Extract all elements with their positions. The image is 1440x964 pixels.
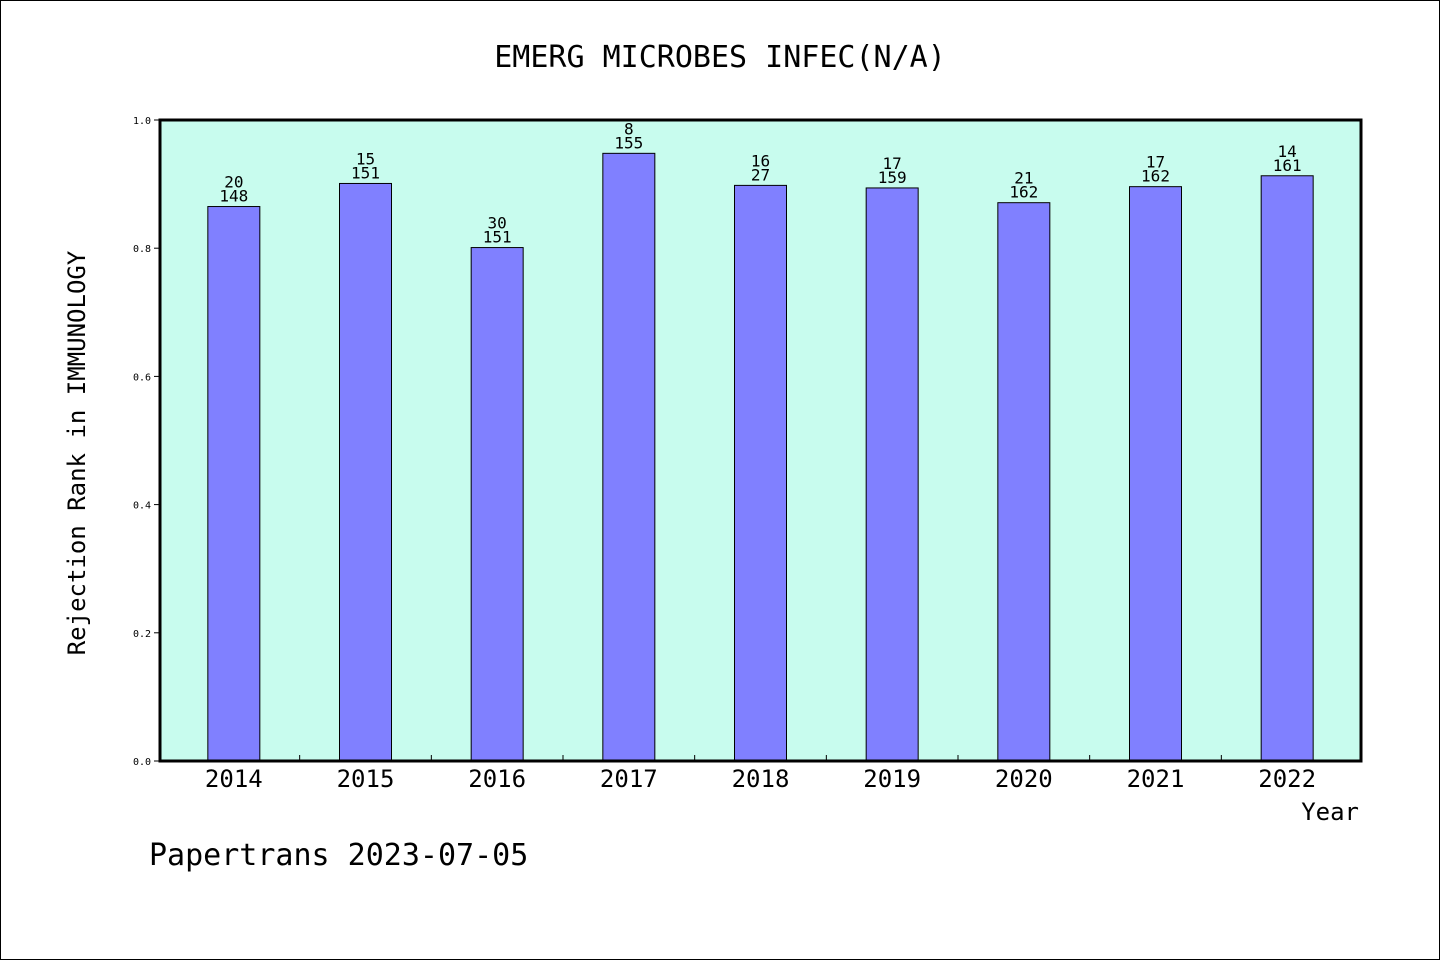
bar-label-top: 30 (488, 214, 507, 233)
bar (997, 202, 1051, 762)
x-tick-label: 2014 (205, 765, 263, 793)
y-axis: 0.0 0.2 0.4 0.6 0.8 1.0 (133, 116, 160, 768)
bar-label-bottom: 155 (614, 133, 643, 152)
bar (339, 182, 392, 762)
bar-label-top: 17 (1146, 153, 1165, 172)
plot-border (158, 118, 1363, 763)
bar (602, 152, 656, 762)
chart-title: EMERG MICROBES INFEC(N/A) (494, 40, 946, 75)
x-tick-label: 2022 (1258, 765, 1316, 793)
bar (1129, 186, 1182, 762)
x-axis: 2014 2015 2016 2017 2018 2019 2020 2021 2022 (205, 755, 1316, 793)
x-tick-label: 2018 (732, 765, 790, 793)
bar-label-bottom: 148 (219, 187, 248, 206)
x-tick-label: 2019 (863, 765, 921, 793)
bar (1260, 175, 1314, 762)
bar-label-top: 15 (356, 149, 375, 168)
bar-label-top: 21 (1014, 169, 1033, 188)
y-tick-label: 0.8 (133, 244, 151, 255)
bar-label-bottom: 162 (1141, 167, 1170, 186)
bar-label-top: 17 (883, 154, 902, 173)
bars (207, 152, 1314, 762)
x-tick-label: 2016 (468, 765, 526, 793)
bar-label-top: 20 (224, 173, 243, 192)
bar-label-top: 8 (624, 119, 634, 138)
bar-label-top: 16 (751, 151, 770, 170)
bar-label-bottom: 151 (351, 163, 380, 182)
y-tick-label: 0.6 (133, 372, 151, 383)
bar (207, 206, 261, 762)
bar-label-top: 14 (1278, 142, 1297, 161)
bar-label-bottom: 161 (1273, 156, 1302, 175)
bar (470, 247, 524, 762)
x-tick-label: 2021 (1127, 765, 1185, 793)
footer-text: Papertrans 2023-07-05 (149, 838, 528, 873)
bar (734, 184, 787, 762)
x-axis-label: Year (1301, 798, 1359, 826)
y-tick-label: 0.2 (133, 629, 151, 640)
bar-label-bottom: 159 (878, 168, 907, 187)
y-axis-label: Rejection Rank in IMMUNOLOGY (63, 250, 91, 655)
x-tick-label: 2015 (337, 765, 395, 793)
bar-label-bottom: 151 (483, 228, 512, 247)
y-tick-label: 0.0 (133, 757, 151, 768)
bar-label-bottom: 27 (751, 165, 770, 184)
bar (865, 187, 919, 762)
x-tick-label: 2020 (995, 765, 1053, 793)
bar-label-bottom: 162 (1009, 183, 1038, 202)
y-tick-label: 1.0 (133, 116, 151, 127)
x-tick-label: 2017 (600, 765, 658, 793)
y-tick-label: 0.4 (133, 501, 151, 512)
